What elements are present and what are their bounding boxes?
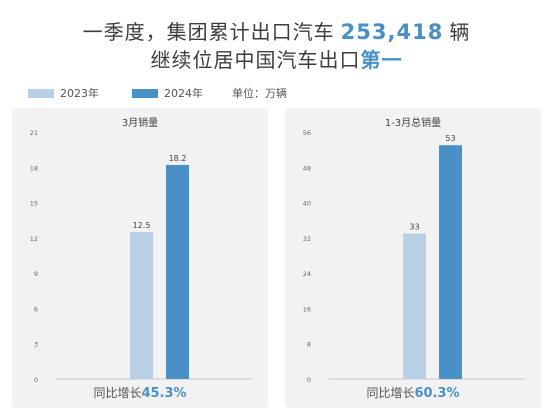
bar-2024年 — [439, 145, 462, 379]
export-total-number: 253,418 — [340, 20, 444, 44]
bar-value-label: 53 — [445, 134, 455, 143]
y-tick-label: 3 — [34, 341, 38, 349]
y-tick-label: 18 — [30, 164, 38, 172]
y-tick-label: 32 — [303, 235, 311, 243]
bar-chart-march: 0 3 6 9 12 15 18 21 12.5 18.2 — [30, 129, 252, 384]
legend-swatch-2023 — [28, 88, 54, 98]
y-tick-label: 48 — [303, 164, 311, 172]
y-tick-label: 9 — [34, 270, 38, 278]
legend-item-2024: 2024年 — [132, 86, 203, 100]
chart-title-march: 3月销量 — [121, 118, 159, 129]
legend-swatch-2024 — [132, 88, 158, 98]
legend-label-2023: 2023年 — [60, 87, 99, 100]
headline-highlight: 第一 — [360, 48, 403, 72]
y-tick-label: 24 — [303, 270, 311, 278]
y-tick-label: 56 — [303, 129, 311, 137]
legend-item-2023: 2023年 — [28, 86, 99, 100]
bar-value-label: 18.2 — [169, 154, 187, 163]
y-tick-label: 8 — [307, 341, 311, 349]
bar-value-label: 33 — [409, 222, 419, 231]
y-tick-label: 6 — [34, 305, 38, 313]
yoy-growth-q1: 同比增长60.3% — [285, 384, 541, 401]
bar-2023年 — [130, 231, 153, 379]
chart-title-q1: 1-3月总销量 — [384, 118, 442, 129]
y-tick-label: 16 — [303, 305, 311, 313]
yoy-value-march: 45.3% — [141, 386, 187, 401]
bar-value-label: 12.5 — [133, 221, 151, 230]
chart-panel-march: 3月销量 0 3 6 9 12 15 18 21 12.5 18.2 同比增长45.3% — [12, 108, 268, 408]
headline-line-1: 一季度，集团累计出口汽车 253,418 辆 — [0, 16, 553, 45]
unit-text: 单位：万辆 — [232, 87, 287, 100]
yoy-label-march: 同比增长 — [93, 386, 142, 400]
headline-prefix-2: 继续位居中国汽车出口 — [150, 48, 361, 72]
headline-unit: 辆 — [449, 20, 471, 44]
yoy-label-q1: 同比增长 — [366, 386, 415, 400]
bar-2023年 — [403, 233, 426, 379]
unit-label: 单位：万辆 — [232, 86, 287, 100]
y-tick-label: 12 — [30, 235, 38, 243]
headline-prefix: 一季度，集团累计出口汽车 — [82, 20, 335, 44]
yoy-value-q1: 60.3% — [414, 386, 460, 401]
yoy-growth-march: 同比增长45.3% — [12, 384, 268, 401]
chart-panel-q1: 1-3月总销量 0 8 16 24 32 40 48 56 33 53 同比增长60.3% — [285, 108, 541, 408]
bar-chart-q1: 0 8 16 24 32 40 48 56 33 53 — [303, 129, 525, 384]
y-tick-label: 0 — [34, 376, 38, 384]
bar-2024年 — [166, 164, 189, 379]
y-tick-label: 0 — [307, 376, 311, 384]
y-tick-label: 40 — [303, 200, 311, 208]
y-tick-label: 15 — [30, 200, 38, 208]
legend-label-2024: 2024年 — [164, 87, 203, 100]
y-tick-label: 21 — [30, 129, 38, 137]
headline-line-2: 继续位居中国汽车出口第一 — [0, 44, 553, 73]
